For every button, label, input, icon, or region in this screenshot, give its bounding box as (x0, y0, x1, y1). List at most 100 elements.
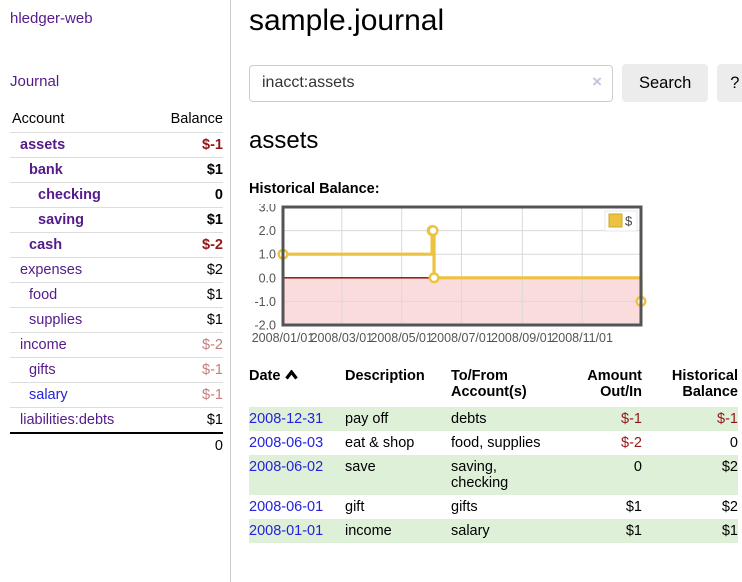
accounts-header-account: Account (12, 111, 65, 127)
register-header-balance: Historical Balance (671, 368, 738, 400)
transaction-accounts: saving, checking (451, 455, 555, 495)
account-row: checking 0 (10, 182, 223, 208)
data-point-marker[interactable] (427, 225, 439, 237)
y-tick-label: 1.0 (259, 248, 276, 262)
transaction-amount: $-2 (621, 435, 642, 451)
register-header-date[interactable]: Date (249, 368, 345, 407)
transaction-date-link[interactable]: 2008-01-01 (249, 519, 345, 543)
transaction-description: save (345, 455, 451, 495)
account-balance: $1 (151, 207, 223, 233)
transaction-balance: 0 (729, 435, 738, 451)
transaction-description: income (345, 519, 451, 543)
x-tick-label: 2008/05/01 (370, 331, 433, 345)
sidebar-account-link-expenses[interactable]: expenses (20, 262, 83, 278)
register-row: 2008-06-02 save saving, checking 0 $2 (249, 455, 738, 495)
account-heading: assets (249, 127, 319, 154)
journal-link[interactable]: Journal (10, 73, 60, 90)
x-tick-label: 2008/03/01 (311, 331, 374, 345)
y-tick-label: 3.0 (259, 204, 276, 215)
accounts-header-row: Account Balance (10, 108, 223, 133)
sidebar-account-link-gifts[interactable]: gifts (29, 362, 56, 378)
account-balance: $1 (151, 282, 223, 308)
app-title-link[interactable]: hledger-web (10, 10, 93, 27)
register-table: Date Description To/From Account(s) Amou… (249, 368, 738, 543)
legend-swatch (608, 213, 623, 228)
sidebar-account-link-bank[interactable]: bank (29, 162, 63, 178)
sort-ascending-icon (285, 368, 299, 384)
sidebar-account-link-salary[interactable]: salary (29, 387, 68, 403)
accounts-total-row: 0 (10, 432, 223, 458)
transaction-amount: 0 (555, 455, 642, 495)
account-balance: $1 (151, 157, 223, 183)
account-row: income $-2 (10, 332, 223, 358)
transaction-amount: $-1 (555, 407, 642, 431)
register-row: 2008-12-31 pay off debts $-1 $-1 (249, 407, 738, 431)
y-tick-label: 2.0 (259, 224, 276, 238)
sidebar-account-link-income[interactable]: income (20, 337, 67, 353)
account-row: food $1 (10, 282, 223, 308)
register-header-accounts: To/From Account(s) (451, 368, 527, 400)
sidebar-account-link-supplies[interactable]: supplies (29, 312, 83, 328)
register-header-date-label: Date (249, 368, 281, 384)
sidebar-account-link-assets[interactable]: assets (20, 137, 66, 153)
transaction-accounts: gifts (451, 499, 478, 515)
register-header-description: Description (345, 368, 425, 384)
account-row: assets $-1 (10, 132, 223, 158)
help-button[interactable]: ? (717, 64, 742, 102)
search-button[interactable]: Search (622, 64, 709, 102)
sidebar-account-link-checking[interactable]: checking (38, 187, 101, 203)
account-balance: $-1 (151, 382, 223, 408)
accounts-total-value: 0 (151, 432, 223, 458)
page-title: sample.journal (249, 4, 445, 37)
transaction-balance: $1 (642, 519, 738, 543)
account-row: salary $-1 (10, 382, 223, 408)
y-tick-label: -2.0 (254, 319, 276, 333)
legend-label: $ (625, 214, 633, 229)
account-balance: $-1 (151, 132, 223, 158)
account-balance: $1 (151, 407, 223, 433)
account-balance: $-1 (151, 357, 223, 383)
data-point-marker[interactable] (428, 272, 440, 284)
transaction-description: pay off (345, 407, 451, 431)
sidebar-account-link-saving[interactable]: saving (38, 212, 84, 228)
y-tick-label: 0.0 (259, 271, 276, 285)
x-tick-label: 2008/09/01 (491, 331, 554, 345)
register-header-amount: Amount Out/In (587, 368, 642, 400)
x-tick-label: 2008/07/01 (430, 331, 493, 345)
transaction-accounts: food, supplies (451, 435, 541, 451)
account-row: expenses $2 (10, 257, 223, 283)
transaction-description: gift (345, 499, 365, 515)
sidebar-account-link-cash[interactable]: cash (29, 237, 63, 253)
transaction-accounts: debts (451, 407, 555, 431)
transaction-date-link[interactable]: 2008-06-01 (249, 499, 324, 515)
chart-title: Historical Balance: (249, 181, 380, 197)
chart-border (281, 205, 643, 327)
account-row: gifts $-1 (10, 357, 223, 383)
register-row: 2008-06-01 gift gifts $1 $2 (249, 495, 738, 519)
transaction-date-link[interactable]: 2008-12-31 (249, 407, 345, 431)
register-header-row: Date Description To/From Account(s) Amou… (249, 368, 738, 407)
search-input[interactable] (249, 64, 613, 102)
transaction-accounts: salary (451, 519, 555, 543)
clear-search-icon[interactable]: × (592, 71, 602, 91)
transaction-balance: $2 (642, 455, 738, 495)
transaction-date-link[interactable]: 2008-06-03 (249, 435, 324, 451)
sidebar-account-link-food[interactable]: food (29, 287, 58, 303)
account-balance: $1 (151, 307, 223, 333)
account-balance: $-2 (151, 332, 223, 358)
register-row: 2008-01-01 income salary $1 $1 (249, 519, 738, 543)
account-row: liabilities:debts $1 (10, 407, 223, 433)
sidebar-account-link-liabilities-debts[interactable]: liabilities:debts (20, 412, 115, 428)
account-row: bank $1 (10, 157, 223, 183)
accounts-total-spacer (10, 432, 152, 458)
account-balance: 0 (151, 182, 223, 208)
transaction-balance: $2 (721, 499, 738, 515)
register-row: 2008-06-03 eat & shop food, supplies $-2 0 (249, 431, 738, 455)
transaction-date-link[interactable]: 2008-06-02 (249, 455, 345, 495)
x-tick-label: 2008/01/01 (252, 331, 315, 345)
account-row: cash $-2 (10, 232, 223, 258)
x-tick-label: 2008/11/01 (551, 331, 613, 345)
transaction-balance: $-1 (642, 407, 738, 431)
main-content: sample.journal × Search ? assets Histori… (231, 0, 742, 582)
search-form: × Search ? (249, 64, 742, 102)
